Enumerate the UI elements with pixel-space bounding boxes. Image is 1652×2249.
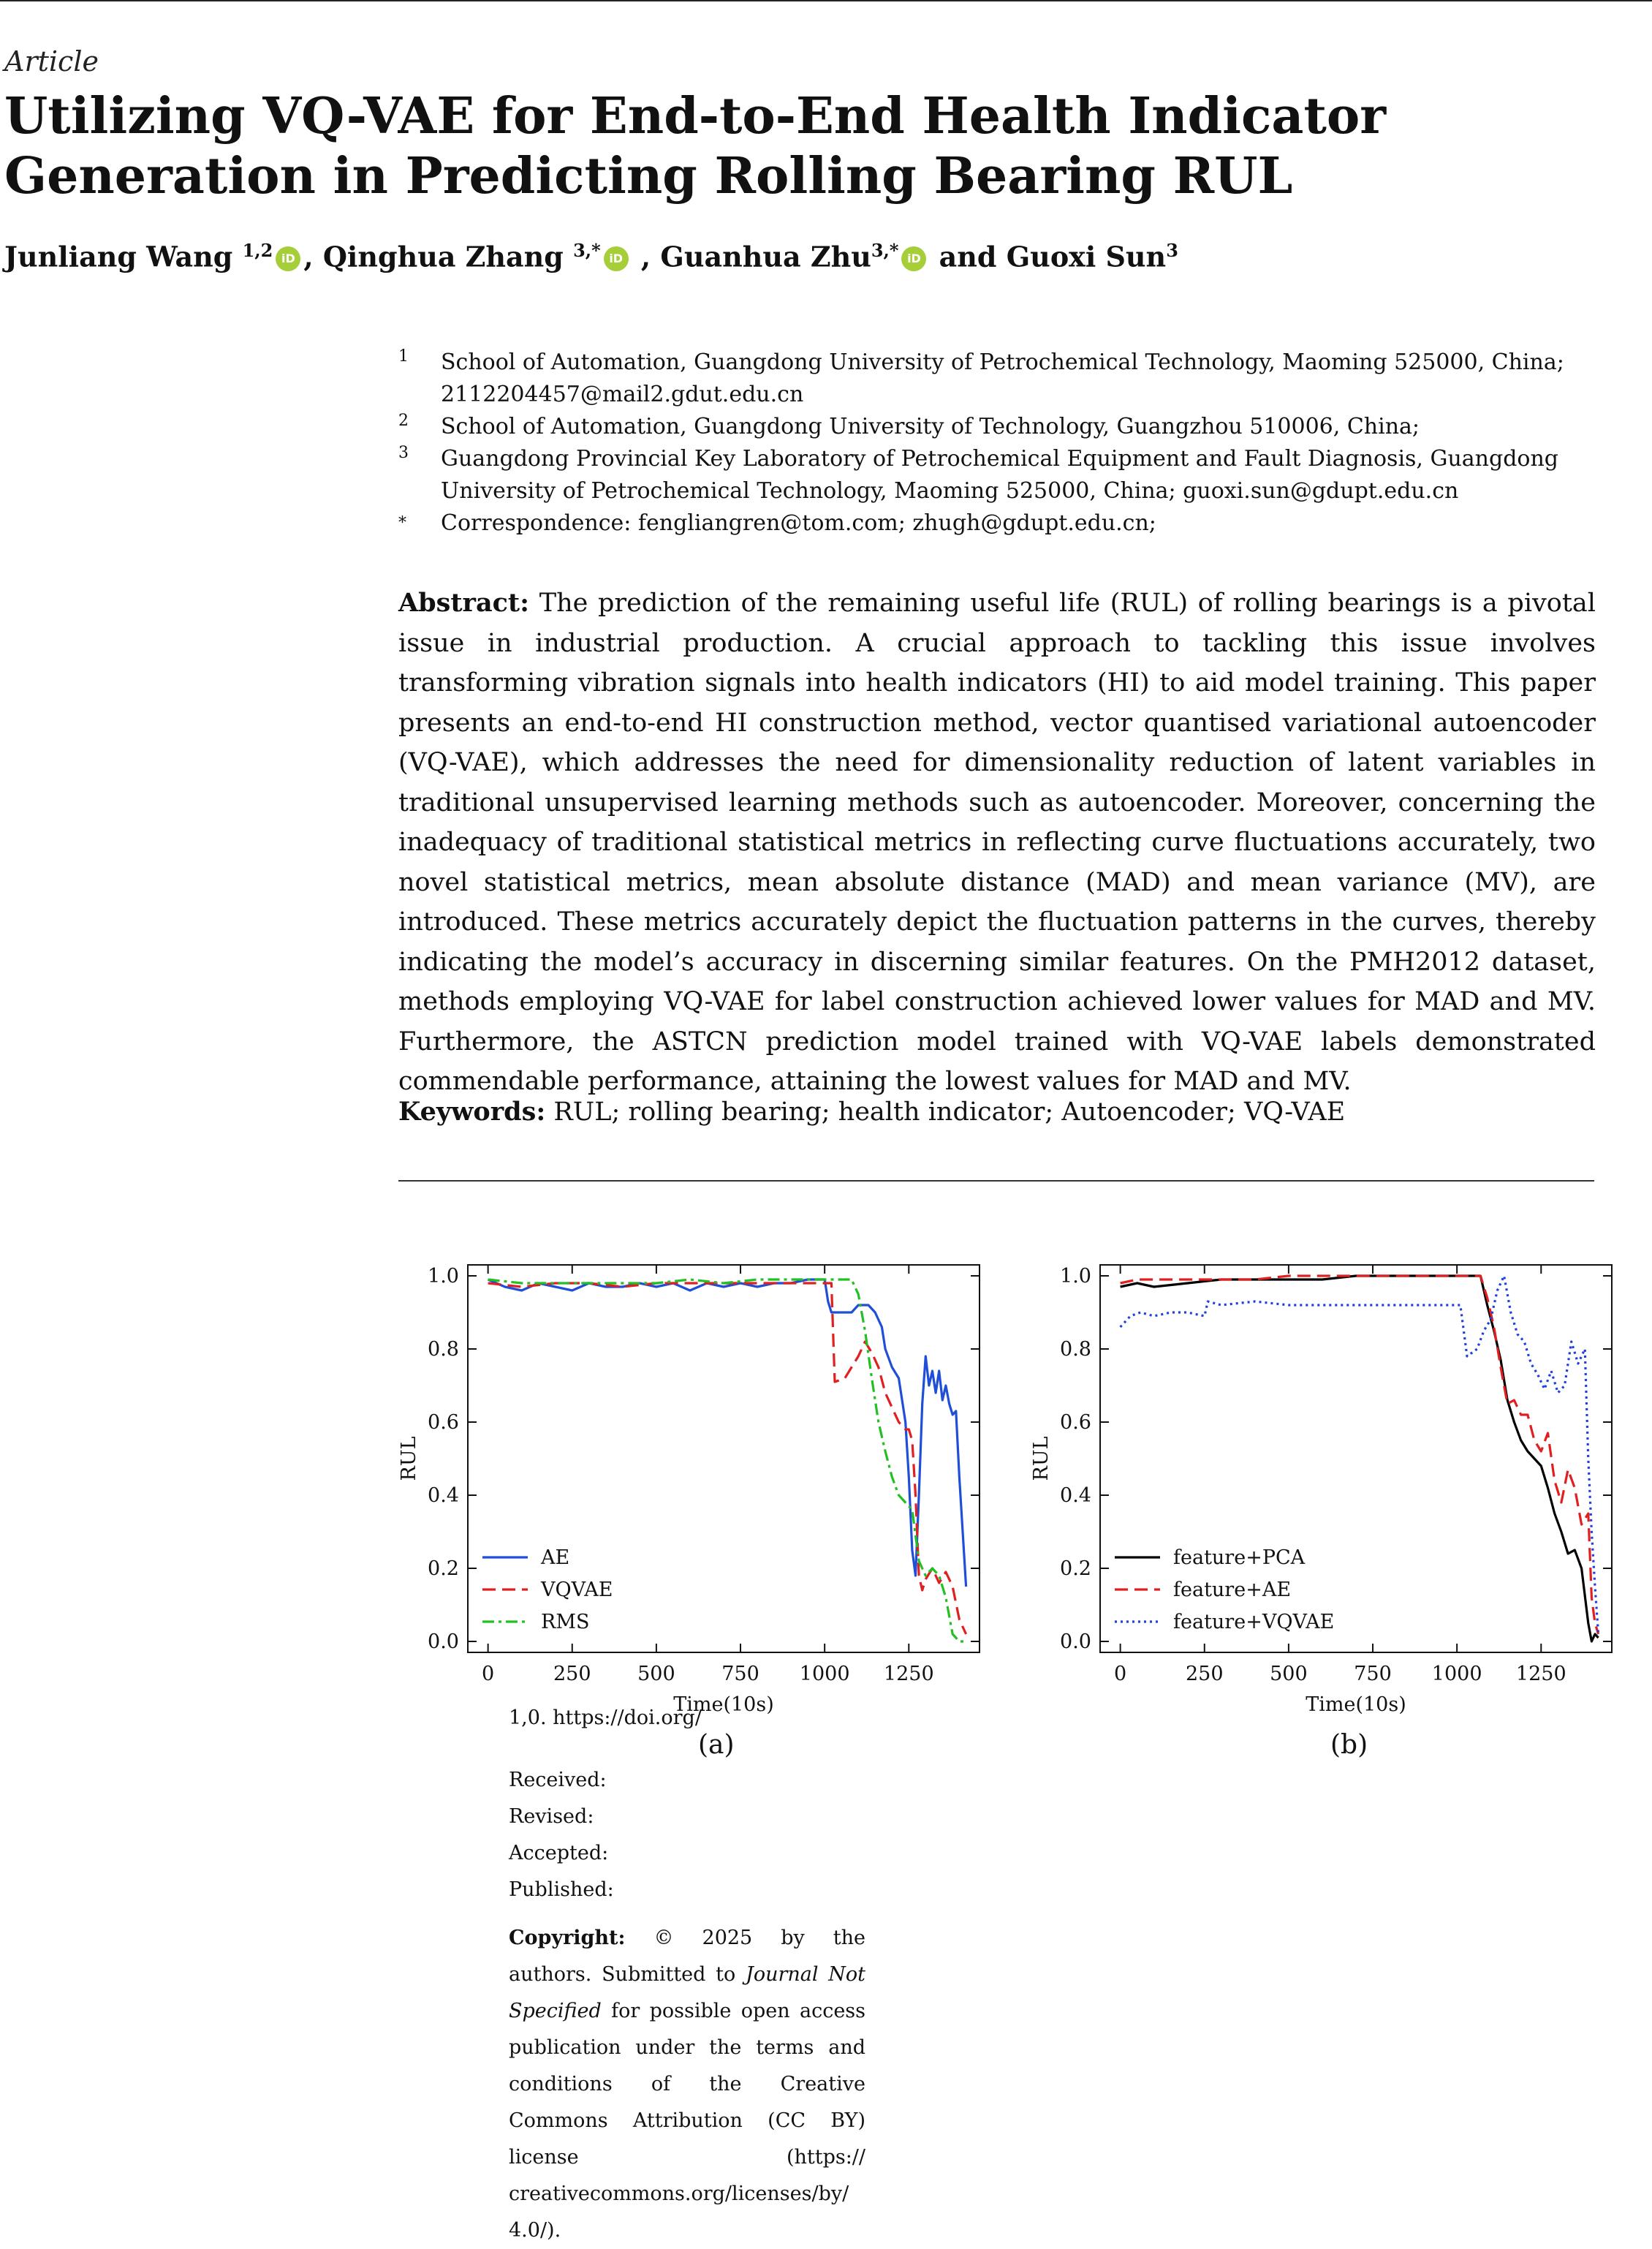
x-tick-label: 250 bbox=[553, 1663, 591, 1685]
affiliation: 1 School of Automation, Guangdong Univer… bbox=[398, 347, 1597, 411]
y-tick-label: 0.4 bbox=[1060, 1484, 1091, 1507]
y-tick-label: 1.0 bbox=[1060, 1265, 1091, 1288]
y-tick-label: 0.8 bbox=[1060, 1338, 1091, 1361]
rul-chart-a: 0 250 500 750 1000 1250 0.0 0.2 0.4 0.6 0.8 1.0 Time… bbox=[398, 1264, 980, 1716]
x-tick-label: 750 bbox=[1354, 1663, 1392, 1685]
x-tick-label: 500 bbox=[1270, 1663, 1308, 1685]
orcid-icon[interactable]: iD bbox=[276, 246, 301, 271]
y-tick-label: 0.2 bbox=[428, 1557, 459, 1580]
abstract-lead: Abstract: bbox=[398, 588, 530, 618]
correspondence-mark: * bbox=[398, 514, 406, 532]
legend-entry: VQVAE bbox=[540, 1579, 613, 1601]
author-affil-mark: 1,2 bbox=[242, 240, 273, 261]
affiliation: 3 Guangdong Provincial Key Laboratory of… bbox=[398, 443, 1597, 507]
y-axis-label: RUL bbox=[1030, 1436, 1053, 1481]
journal-name: Journal Not Specified bbox=[509, 1963, 865, 2022]
author-affil-mark: 3,* bbox=[871, 240, 899, 261]
panel-label-a: (a) bbox=[698, 1730, 735, 1760]
x-tick-label: 1250 bbox=[1516, 1663, 1566, 1685]
affiliation-text: School of Automation, Guangdong Universi… bbox=[441, 349, 1564, 407]
affiliation-mark: 3 bbox=[398, 444, 409, 462]
keywords: Keywords: RUL; rolling bearing; health i… bbox=[398, 1092, 1597, 1132]
y-tick-label: 0.6 bbox=[428, 1411, 459, 1434]
author-separator: , bbox=[303, 240, 323, 273]
doi-fragment[interactable]: 1,0. https://doi.org/ bbox=[509, 1706, 702, 1729]
y-tick-label: 0.0 bbox=[1060, 1630, 1091, 1653]
copyright-notice: Copyright: © 2025 by the authors. Submit… bbox=[509, 1920, 865, 2249]
author-affil-mark: 3,* bbox=[573, 240, 601, 261]
published-label: Published: bbox=[509, 1878, 614, 1901]
y-tick-label: 0.8 bbox=[428, 1338, 459, 1361]
y-tick-label: 0.2 bbox=[1060, 1557, 1091, 1580]
x-tick-label: 0 bbox=[1114, 1663, 1126, 1685]
author-list: Junliang Wang 1,2 iD, Qinghua Zhang 3,* iD… bbox=[4, 240, 1178, 273]
revised-label: Revised: bbox=[509, 1805, 594, 1828]
affiliation-text: Guangdong Provincial Key Laboratory of P… bbox=[441, 446, 1558, 504]
figure-panel-b: 0 250 500 750 1000 1250 0.0 0.2 0.4 0.6 0.8 1.0 Time… bbox=[1030, 1243, 1641, 1728]
x-axis-label: Time(10s) bbox=[1306, 1693, 1406, 1716]
rul-chart-b: 0 250 500 750 1000 1250 0.0 0.2 0.4 0.6 0.8 1.0 Time… bbox=[1030, 1264, 1613, 1716]
x-tick-label: 500 bbox=[637, 1663, 675, 1685]
publication-sidebar: Received: Revised: Accepted: Published: … bbox=[509, 1762, 865, 2249]
x-tick-label: 1250 bbox=[884, 1663, 934, 1685]
y-axis-label: RUL bbox=[398, 1436, 420, 1481]
y-tick-label: 0.6 bbox=[1060, 1411, 1091, 1434]
y-tick-label: 1.0 bbox=[428, 1265, 459, 1288]
keywords-text: RUL; rolling bearing; health indicator; … bbox=[553, 1097, 1346, 1127]
author-separator: and bbox=[929, 240, 1007, 273]
legend-entry: AE bbox=[540, 1546, 569, 1569]
correspondence-text: Correspondence: fengliangren@tom.com; zh… bbox=[441, 510, 1156, 536]
legend-entry: feature+AE bbox=[1173, 1579, 1291, 1601]
accepted-label: Accepted: bbox=[509, 1842, 609, 1864]
figure-panel-a: 0 250 500 750 1000 1250 0.0 0.2 0.4 0.6 0.8 1.0 Time… bbox=[398, 1243, 1009, 1728]
author-separator: , bbox=[631, 240, 661, 273]
series-line-rms bbox=[488, 1278, 966, 1643]
plot-frame bbox=[1099, 1264, 1613, 1653]
affiliation-text: School of Automation, Guangdong Universi… bbox=[441, 414, 1420, 439]
section-rule bbox=[398, 1180, 1594, 1182]
top-rule bbox=[0, 0, 1652, 1]
y-tick-label: 0.0 bbox=[428, 1630, 459, 1653]
x-tick-label: 0 bbox=[482, 1663, 494, 1685]
author-name: Guanhua Zhu bbox=[660, 240, 871, 273]
x-tick-label: 1000 bbox=[800, 1663, 850, 1685]
x-tick-label: 250 bbox=[1186, 1663, 1224, 1685]
x-tick-label: 750 bbox=[721, 1663, 759, 1685]
copyright-text-2[interactable]: for possible open access publication und… bbox=[509, 2000, 866, 2242]
article-type: Article bbox=[4, 45, 99, 78]
affiliation: 2 School of Automation, Guangdong Univer… bbox=[398, 411, 1597, 443]
legend-entry: RMS bbox=[541, 1611, 589, 1633]
series-line-ae bbox=[487, 1278, 968, 1587]
author-name: Guoxi Sun bbox=[1006, 240, 1167, 273]
series-line-vqvae bbox=[488, 1282, 968, 1635]
correspondence: * Correspondence: fengliangren@tom.com; … bbox=[398, 507, 1597, 540]
copyright-text-1: © 2025 by the authors. Submitted to bbox=[509, 1927, 865, 1986]
y-tick-label: 0.4 bbox=[428, 1484, 459, 1507]
legend-entry: feature+VQVAE bbox=[1173, 1611, 1334, 1633]
x-axis-label: Time(10s) bbox=[673, 1693, 774, 1716]
author-affil-mark: 3 bbox=[1166, 240, 1178, 261]
series-line-feature-ae bbox=[1120, 1274, 1600, 1635]
copyright-lead: Copyright: bbox=[509, 1927, 626, 1949]
paper-title: Utilizing VQ-VAE for End-to-End Health I… bbox=[4, 87, 1387, 205]
x-tick-label: 1000 bbox=[1432, 1663, 1482, 1685]
author-name: Junliang Wang bbox=[4, 240, 233, 273]
orcid-icon[interactable]: iD bbox=[603, 246, 629, 271]
affiliation-mark: 2 bbox=[398, 412, 409, 430]
plot-frame bbox=[467, 1264, 980, 1653]
abstract-text: The prediction of the remaining useful l… bbox=[398, 589, 1596, 1096]
affiliation-mark: 1 bbox=[398, 347, 409, 366]
author-name: Qinghua Zhang bbox=[322, 240, 564, 273]
orcid-icon[interactable]: iD bbox=[901, 246, 927, 271]
keywords-lead: Keywords: bbox=[398, 1097, 546, 1127]
panel-label-b: (b) bbox=[1330, 1730, 1368, 1760]
legend-entry: feature+PCA bbox=[1173, 1546, 1306, 1569]
abstract: Abstract: The prediction of the remainin… bbox=[398, 583, 1596, 1102]
received-label: Received: bbox=[509, 1769, 607, 1791]
